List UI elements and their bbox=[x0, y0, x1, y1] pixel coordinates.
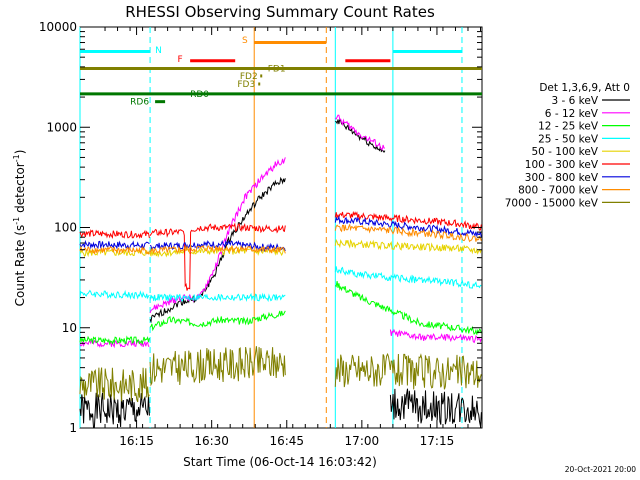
y-label-sup2: -1 bbox=[12, 154, 21, 162]
x-tick-label-1: 16:30 bbox=[194, 434, 229, 448]
y-axis-label: Count Rate (s-1 detector-1) bbox=[12, 150, 27, 307]
series-6-segment-1 bbox=[149, 222, 286, 291]
series-3-segment-0 bbox=[79, 335, 150, 346]
y-tick-label-0: 1 bbox=[69, 421, 77, 435]
series-lines bbox=[79, 114, 482, 429]
chart-title: RHESSI Observing Summary Count Rates bbox=[125, 3, 435, 21]
series-1-segment-3 bbox=[389, 388, 482, 427]
series-1-segment-1 bbox=[149, 176, 286, 324]
series-9-segment-1 bbox=[149, 346, 286, 387]
y-label-sup1: -1 bbox=[12, 217, 21, 225]
legend-label-1: 3 - 6 keV bbox=[551, 95, 598, 107]
flag-label-f: F bbox=[177, 55, 182, 65]
flag-label-fd2: FD2 bbox=[240, 72, 258, 82]
legend-label-5: 50 - 100 keV bbox=[531, 146, 598, 158]
y-tick-label-3: 1000 bbox=[46, 120, 77, 134]
series-6-segment-2 bbox=[334, 210, 482, 231]
date-stamp: 20-Oct-2021 20:00 bbox=[565, 465, 636, 474]
series-9-segment-0 bbox=[79, 367, 150, 403]
series-5-segment-2 bbox=[334, 238, 482, 255]
series-4-segment-2 bbox=[334, 266, 482, 289]
series-9-segment-2 bbox=[334, 352, 482, 390]
series-2-segment-1 bbox=[149, 157, 286, 314]
series-1-segment-2 bbox=[335, 117, 386, 154]
x-tick-label-4: 17:15 bbox=[420, 434, 455, 448]
series-3-segment-1 bbox=[149, 310, 286, 332]
series-8-segment-2 bbox=[334, 223, 482, 243]
series-7-segment-0 bbox=[79, 239, 150, 250]
legend-label-2: 6 - 12 keV bbox=[545, 108, 599, 120]
series-1-segment-0 bbox=[79, 392, 150, 429]
flag-label-n: N bbox=[155, 46, 162, 56]
x-axis-label: Start Time (06-Oct-14 16:03:42) bbox=[183, 455, 377, 469]
legend-label-7: 300 - 800 keV bbox=[525, 172, 599, 184]
series-3-segment-2 bbox=[334, 281, 482, 335]
series-2-segment-3 bbox=[389, 328, 482, 344]
flag-label-rd0: RD0 bbox=[190, 90, 209, 100]
axis-ticks: 16:15 16:30 16:45 17:00 17:15 1 10 100 1000 10000 bbox=[39, 20, 482, 448]
series-4-segment-0 bbox=[79, 289, 150, 300]
series-8-segment-1 bbox=[149, 243, 286, 254]
legend-label-4: 25 - 50 keV bbox=[538, 133, 599, 145]
legend-label-9: 7000 - 15000 keV bbox=[505, 197, 599, 209]
x-tick-label-3: 17:00 bbox=[345, 434, 380, 448]
y-label-part1: Count Rate (s bbox=[13, 225, 27, 307]
series-6-segment-0 bbox=[79, 229, 150, 240]
legend-label-8: 800 - 7000 keV bbox=[518, 185, 599, 197]
y-tick-label-1: 10 bbox=[62, 321, 77, 335]
y-label-part3: ) bbox=[13, 150, 27, 155]
y-tick-label-2: 100 bbox=[54, 221, 77, 235]
series-8-segment-0 bbox=[79, 244, 150, 255]
legend-title: Det 1,3,6,9, Att 0 bbox=[539, 82, 630, 94]
legend-label-3: 12 - 25 keV bbox=[538, 121, 599, 133]
flag-label-fd1: FD1 bbox=[268, 65, 286, 75]
series-4-segment-1 bbox=[149, 292, 286, 303]
legend-label-6: 100 - 300 keV bbox=[525, 159, 599, 171]
flag-label-rd6: RD6 bbox=[130, 98, 149, 108]
x-tick-label-0: 16:15 bbox=[119, 434, 154, 448]
flag-label-fd3: FD3 bbox=[237, 80, 255, 90]
series-7-segment-2 bbox=[334, 215, 482, 238]
y-tick-label-4: 10000 bbox=[39, 20, 77, 34]
flag-label-s: S bbox=[242, 36, 248, 46]
series-5-segment-0 bbox=[79, 247, 150, 258]
series-2-segment-2 bbox=[334, 114, 385, 151]
x-tick-label-2: 16:45 bbox=[269, 434, 304, 448]
y-label-part2: detector bbox=[13, 162, 27, 217]
